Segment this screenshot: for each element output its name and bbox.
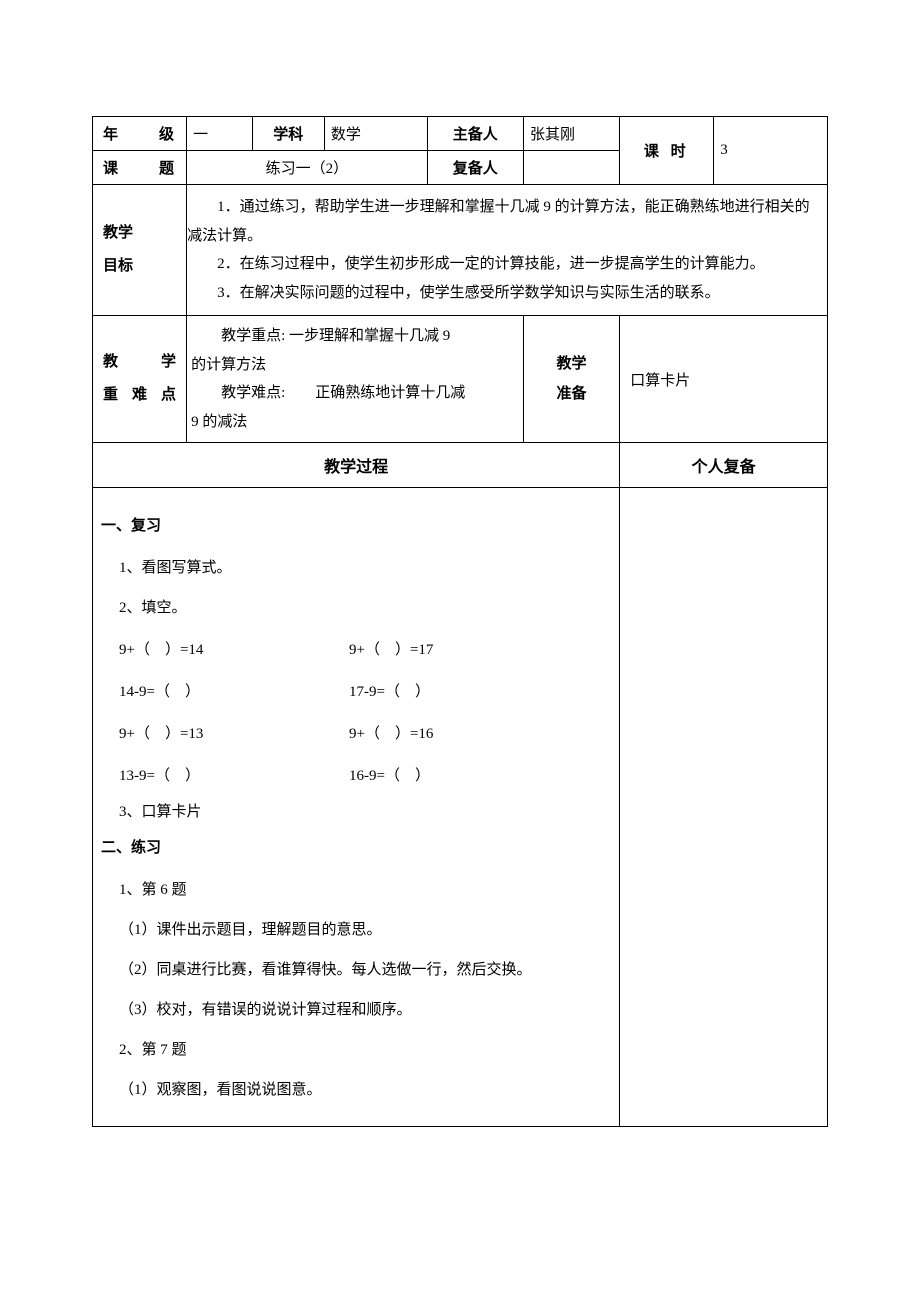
process-s2-2: 2、第 7 题 bbox=[101, 1032, 605, 1068]
process-s2-1-2: （2）同桌进行比赛，看谁算得快。每人选做一行，然后交换。 bbox=[101, 952, 605, 988]
fill-pair-1-right: 9+（ ）=17 bbox=[349, 632, 605, 668]
value-topic: 练习一（2） bbox=[187, 151, 427, 184]
process-s1-2: 2、填空。 bbox=[101, 590, 605, 626]
value-reviewer bbox=[524, 162, 619, 174]
label-goals-line1: 教学 bbox=[103, 225, 133, 241]
label-goals: 教学 目标 bbox=[93, 199, 186, 301]
process-title: 教学过程 bbox=[93, 443, 619, 487]
goal-item-1: 1．通过练习，帮助学生进一步理解和掌握十几减 9 的计算方法，能正确熟练地进行相… bbox=[187, 193, 821, 250]
label-prep-line1: 教学 bbox=[557, 356, 587, 372]
keypoints-content: 教学重点: 一步理解和掌握十几减 9 的计算方法 教学难点: 正确熟练地计算十几… bbox=[187, 316, 523, 442]
label-keypoints-line1: 教 学 bbox=[103, 354, 176, 370]
fill-pair-3-right: 9+（ ）=16 bbox=[349, 716, 605, 752]
label-topic: 课 题 bbox=[93, 151, 186, 184]
keypoint-line1a: 教学重点: 一步理解和掌握十几减 9 bbox=[191, 322, 519, 351]
label-prep: 教学 准备 bbox=[524, 343, 619, 415]
fill-pair-2-right: 17-9=（ ） bbox=[349, 674, 605, 710]
fill-pair-3-left: 9+（ ）=13 bbox=[119, 716, 349, 752]
fill-pair-2-left: 14-9=（ ） bbox=[119, 674, 349, 710]
process-s2-1: 1、第 6 题 bbox=[101, 872, 605, 908]
review-title: 个人复备 bbox=[620, 443, 827, 487]
value-subject: 数学 bbox=[325, 117, 427, 150]
value-grade: 一 bbox=[187, 117, 252, 150]
process-s1-1: 1、看图写算式。 bbox=[101, 550, 605, 586]
process-s1-3: 3、口算卡片 bbox=[101, 800, 605, 824]
fill-pair-1-left: 9+（ ）=14 bbox=[119, 632, 349, 668]
process-s2-1-1: （1）课件出示题目，理解题目的意思。 bbox=[101, 912, 605, 948]
personal-review-body bbox=[620, 488, 827, 516]
label-preparer: 主备人 bbox=[428, 117, 523, 150]
goal-item-2: 2．在练习过程中，使学生初步形成一定的计算技能，进一步提高学生的计算能力。 bbox=[187, 250, 821, 279]
label-period: 课 时 bbox=[620, 140, 713, 161]
label-keypoints-line2: 重难点 bbox=[103, 387, 176, 403]
fill-pair-4-left: 13-9=（ ） bbox=[119, 758, 349, 794]
process-body: 一、复习 1、看图写算式。 2、填空。 9+（ ）=14 9+（ ）=17 14… bbox=[93, 488, 619, 1126]
keypoint-line1b: 的计算方法 bbox=[191, 351, 519, 380]
label-subject: 学科 bbox=[253, 117, 324, 150]
label-prep-line2: 准备 bbox=[557, 386, 587, 402]
label-keypoints: 教 学 重难点 bbox=[93, 332, 186, 426]
value-prep: 口算卡片 bbox=[620, 363, 827, 396]
keypoint-line2a: 教学难点: 正确熟练地计算十几减 bbox=[191, 379, 519, 408]
value-period: 3 bbox=[714, 136, 827, 165]
process-s2-2-1: （1）观察图，看图说说图意。 bbox=[101, 1072, 605, 1108]
process-s2-1-3: （3）校对，有错误的说说计算过程和顺序。 bbox=[101, 992, 605, 1028]
goals-content: 1．通过练习，帮助学生进一步理解和掌握十几减 9 的计算方法，能正确熟练地进行相… bbox=[187, 185, 827, 315]
keypoint-line2b: 9 的减法 bbox=[191, 408, 519, 437]
process-s2: 二、练习 bbox=[101, 830, 605, 866]
value-preparer: 张其刚 bbox=[524, 117, 619, 150]
lesson-plan-table: 年 级 一 学科 数学 主备人 张其刚 课 时 3 课 题 练习一（2） 复备人… bbox=[92, 116, 828, 1127]
fill-pair-4-right: 16-9=（ ） bbox=[349, 758, 605, 794]
label-goals-line2: 目标 bbox=[103, 258, 133, 274]
goal-item-3: 3．在解决实际问题的过程中，使学生感受所学数学知识与实际生活的联系。 bbox=[187, 279, 821, 308]
label-reviewer: 复备人 bbox=[428, 151, 523, 184]
label-grade: 年 级 bbox=[93, 117, 186, 150]
process-s1: 一、复习 bbox=[101, 508, 605, 544]
